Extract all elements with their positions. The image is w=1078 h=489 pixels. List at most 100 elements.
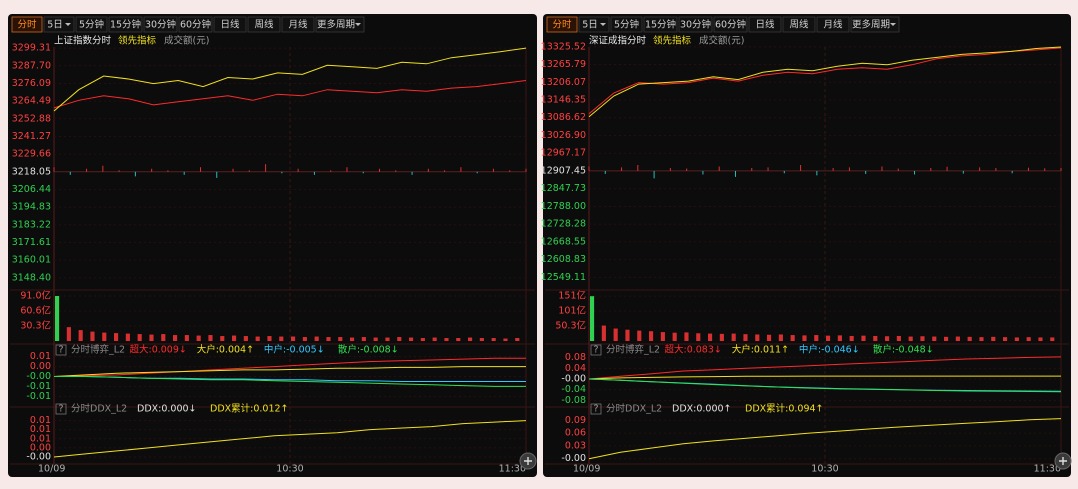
period-tab[interactable] bbox=[213, 16, 247, 33]
period-tab[interactable] bbox=[713, 16, 748, 33]
period-tab[interactable] bbox=[816, 16, 850, 33]
volume-bar bbox=[708, 333, 713, 341]
period-tab-label[interactable]: 15分钟 bbox=[645, 19, 676, 31]
price-tick-label: 3299.31 bbox=[12, 43, 51, 54]
legend-entry: 大户:0.011↑ bbox=[732, 344, 789, 356]
period-tab-label[interactable]: 分时 bbox=[552, 19, 572, 31]
period-tab-label[interactable]: 日线 bbox=[220, 19, 240, 31]
period-tab-label[interactable]: 周线 bbox=[254, 19, 274, 31]
help-icon[interactable] bbox=[590, 344, 602, 356]
help-icon[interactable] bbox=[590, 403, 602, 415]
volume-bar bbox=[196, 335, 201, 341]
period-tab[interactable] bbox=[75, 16, 108, 33]
period-tab-label[interactable]: 周线 bbox=[789, 19, 809, 31]
period-tab-label[interactable]: 更多周期 bbox=[852, 19, 890, 31]
volume-tick-label: 60.6亿 bbox=[20, 305, 51, 317]
price-tick-label: 12608.83 bbox=[541, 254, 586, 265]
period-tab[interactable] bbox=[748, 16, 782, 33]
period-tab-label[interactable]: 15分钟 bbox=[110, 19, 141, 31]
help-icon-mark: ? bbox=[593, 345, 598, 356]
period-tab[interactable] bbox=[578, 16, 610, 33]
period-tab-label[interactable]: 60分钟 bbox=[715, 19, 746, 31]
volume-bar bbox=[613, 328, 618, 341]
period-tab-label[interactable]: 更多周期 bbox=[317, 19, 355, 31]
indicator-tick-label: -0.00 bbox=[561, 374, 586, 385]
volume-bar bbox=[279, 336, 284, 341]
volume-bar bbox=[90, 331, 95, 341]
price-line bbox=[588, 47, 1062, 115]
period-tab[interactable] bbox=[782, 16, 816, 33]
indicator-tick-label: -0.00 bbox=[561, 453, 586, 464]
period-tab-label[interactable]: 60分钟 bbox=[180, 19, 211, 31]
period-tab-label[interactable]: 5日 bbox=[582, 20, 598, 31]
period-tab-label[interactable]: 5分钟 bbox=[79, 19, 104, 31]
period-tab[interactable] bbox=[610, 16, 643, 33]
period-tab[interactable] bbox=[546, 16, 578, 33]
period-tab[interactable] bbox=[143, 16, 178, 33]
volume-bar bbox=[444, 338, 449, 341]
volume-bar bbox=[338, 337, 343, 341]
volume-bar bbox=[137, 334, 142, 341]
volume-bar bbox=[967, 336, 972, 341]
price-tick-label: 3287.70 bbox=[12, 60, 51, 71]
index-name: 深证成指 bbox=[589, 35, 628, 47]
help-icon-mark: ? bbox=[58, 345, 63, 356]
price-tick-label: 12728.28 bbox=[541, 219, 586, 230]
help-icon[interactable] bbox=[55, 403, 67, 415]
volume-bar bbox=[432, 337, 437, 341]
period-tab[interactable] bbox=[281, 16, 315, 33]
indicator-tick-label: -0.01 bbox=[26, 391, 51, 402]
volume-bar bbox=[826, 335, 831, 341]
time-label: 10:30 bbox=[276, 464, 303, 475]
period-tab[interactable] bbox=[850, 16, 900, 33]
volume-bar bbox=[114, 333, 119, 341]
volume-bar bbox=[814, 335, 819, 341]
indicator-line bbox=[53, 366, 526, 377]
period-tab[interactable] bbox=[315, 16, 365, 33]
panel-background bbox=[543, 14, 1071, 477]
volume-bar bbox=[932, 336, 937, 341]
volume-bar bbox=[409, 337, 414, 341]
period-tab[interactable] bbox=[247, 16, 281, 33]
period-tab[interactable] bbox=[43, 16, 75, 33]
volume-bar bbox=[908, 336, 913, 341]
period-tab[interactable] bbox=[11, 16, 43, 33]
volume-bar bbox=[1050, 337, 1055, 341]
time-label: 10/09 bbox=[38, 464, 65, 475]
period-tab[interactable] bbox=[108, 16, 143, 33]
help-icon[interactable] bbox=[55, 344, 67, 356]
period-tab-label[interactable]: 30分钟 bbox=[680, 19, 711, 31]
indicator-name: 分时DDX_L2 bbox=[71, 403, 127, 415]
price-tick-label: 13026.90 bbox=[541, 130, 586, 141]
period-tab-label[interactable]: 5日 bbox=[47, 20, 63, 31]
volume-bar bbox=[468, 337, 473, 341]
volume-bar bbox=[944, 336, 949, 341]
legend-entry: 领先指标 bbox=[653, 35, 692, 47]
legend-entry: 超大:0.083↓ bbox=[665, 344, 722, 356]
period-tab-label[interactable]: 30分钟 bbox=[145, 19, 176, 31]
indicator-tick-label: 0.08 bbox=[565, 352, 586, 363]
volume-bar bbox=[1026, 337, 1031, 341]
indicator-tick-label: 0.00 bbox=[30, 442, 51, 453]
legend-entry: 分时 bbox=[627, 35, 647, 47]
period-tab-label[interactable]: 分时 bbox=[17, 19, 37, 31]
legend-entry: DDX累计:0.094↑ bbox=[745, 403, 824, 415]
price-tick-label: 3148.40 bbox=[12, 272, 51, 283]
period-tab[interactable] bbox=[678, 16, 713, 33]
volume-bar bbox=[373, 337, 378, 341]
period-tab-label[interactable]: 月线 bbox=[288, 19, 308, 31]
volume-bar bbox=[515, 338, 520, 341]
price-tick-label: 13146.35 bbox=[541, 95, 586, 106]
period-tab[interactable] bbox=[643, 16, 678, 33]
period-tab[interactable] bbox=[178, 16, 213, 33]
dropdown-arrow bbox=[890, 23, 896, 26]
period-tab-label[interactable]: 5分钟 bbox=[614, 19, 639, 31]
period-tab-label[interactable]: 月线 bbox=[823, 19, 843, 31]
volume-bar bbox=[672, 332, 677, 341]
period-tab-label[interactable]: 日线 bbox=[755, 19, 775, 31]
indicator-tick-label: 0.01 bbox=[30, 351, 51, 362]
indicator-line bbox=[588, 356, 1062, 380]
volume-bar bbox=[66, 327, 71, 341]
